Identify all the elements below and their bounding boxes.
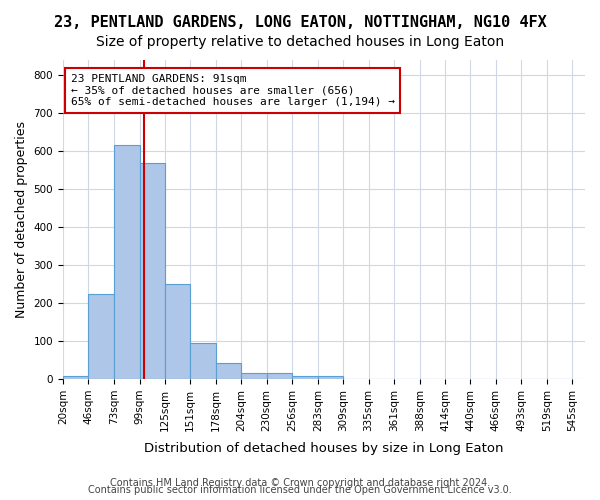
Text: Contains public sector information licensed under the Open Government Licence v3: Contains public sector information licen… [88,485,512,495]
Bar [266,372,292,379]
Bar [318,376,343,379]
Text: Size of property relative to detached houses in Long Eaton: Size of property relative to detached ho… [96,35,504,49]
Bar [190,343,216,379]
Bar [216,363,241,379]
X-axis label: Distribution of detached houses by size in Long Eaton: Distribution of detached houses by size … [144,442,504,455]
Text: 23 PENTLAND GARDENS: 91sqm
← 35% of detached houses are smaller (656)
65% of sem: 23 PENTLAND GARDENS: 91sqm ← 35% of deta… [71,74,395,107]
Bar [115,146,140,379]
Bar [241,372,266,379]
Bar [140,162,165,379]
Bar [63,376,88,379]
Bar [88,294,115,379]
Bar [292,376,318,379]
Text: 23, PENTLAND GARDENS, LONG EATON, NOTTINGHAM, NG10 4FX: 23, PENTLAND GARDENS, LONG EATON, NOTTIN… [53,15,547,30]
Y-axis label: Number of detached properties: Number of detached properties [15,121,28,318]
Text: Contains HM Land Registry data © Crown copyright and database right 2024.: Contains HM Land Registry data © Crown c… [110,478,490,488]
Bar [165,284,190,379]
